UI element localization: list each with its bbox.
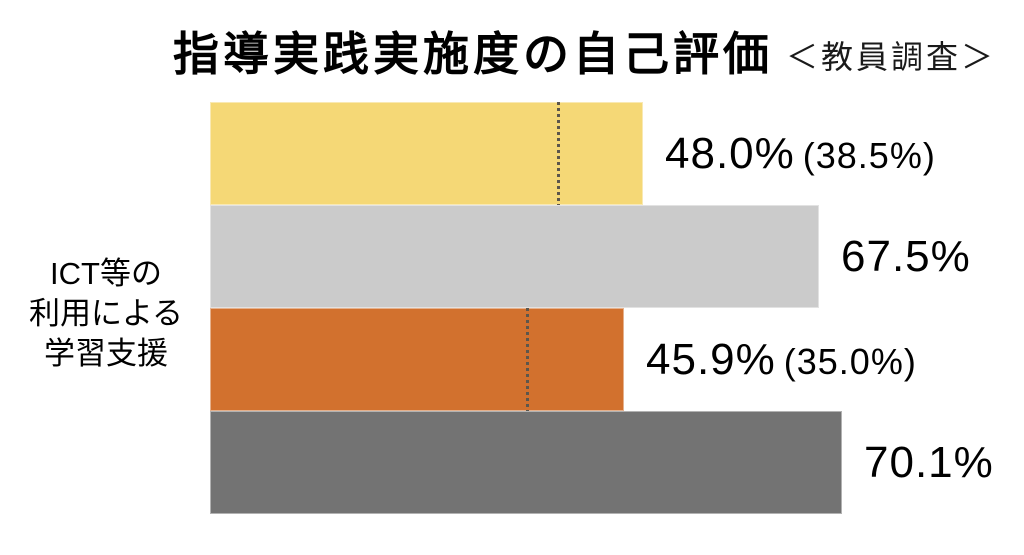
category-axis-label-line1: ICT等の <box>50 256 162 291</box>
bar-4-value-text: 70.1% <box>864 437 994 487</box>
bar-row-4: 70.1% <box>210 411 1024 514</box>
bar-1-reference-dashed-line <box>557 102 560 205</box>
bar-row-2: 67.5% <box>210 205 1024 308</box>
bar-3-reference-text: (35.0%) <box>783 340 917 382</box>
bar-1-value-label: 48.0% (38.5%) <box>665 129 936 179</box>
bar-3 <box>210 308 624 411</box>
bar-row-3: 45.9% (35.0%) <box>210 308 1024 411</box>
category-axis-label: ICT等の 利用による 学習支援 <box>8 254 204 374</box>
plot-area: 48.0% (38.5%) 67.5% 45.9% (35.0%) 70.1% <box>210 102 1024 514</box>
bar-row-1: 48.0% (38.5%) <box>210 102 1024 205</box>
category-axis-label-line2: 利用による <box>28 296 184 331</box>
bar-2-value-text: 67.5% <box>841 231 971 281</box>
bar-1-value-text: 48.0% <box>665 128 795 178</box>
survey-tag-label: ＜教員調査＞ <box>786 39 997 75</box>
bar-2-value-label: 67.5% <box>841 232 979 282</box>
chart-title: 指導実践実施度の自己評価 <box>173 28 773 80</box>
bar-4-value-label: 70.1% <box>864 438 1002 488</box>
bar-1-reference-text: (38.5%) <box>802 134 936 176</box>
bar-1 <box>210 102 643 205</box>
bar-2 <box>210 205 819 308</box>
bar-3-value-text: 45.9% <box>646 334 776 384</box>
category-axis-label-line3: 学習支援 <box>44 336 168 371</box>
bar-4 <box>210 411 842 514</box>
bar-3-reference-dashed-line <box>526 308 529 411</box>
bar-3-value-label: 45.9% (35.0%) <box>646 335 917 385</box>
